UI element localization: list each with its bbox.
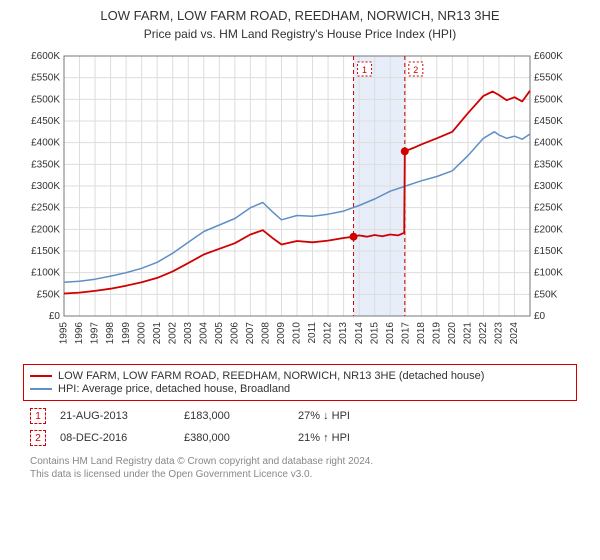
svg-text:2015: 2015 bbox=[369, 322, 380, 345]
svg-text:£600K: £600K bbox=[534, 51, 563, 62]
svg-text:£600K: £600K bbox=[31, 51, 60, 62]
svg-text:1996: 1996 bbox=[74, 322, 85, 345]
sale-delta-2: 21% ↑ HPI bbox=[298, 432, 378, 444]
sale-marker-1: 1 bbox=[30, 408, 46, 424]
svg-text:2023: 2023 bbox=[494, 322, 505, 345]
svg-text:1998: 1998 bbox=[105, 322, 116, 345]
sale-date-2: 08-DEC-2016 bbox=[60, 432, 170, 444]
svg-text:£350K: £350K bbox=[534, 160, 563, 171]
svg-text:£100K: £100K bbox=[534, 268, 563, 279]
svg-text:£50K: £50K bbox=[534, 290, 558, 301]
legend-label-property: LOW FARM, LOW FARM ROAD, REEDHAM, NORWIC… bbox=[58, 370, 484, 382]
svg-text:£250K: £250K bbox=[31, 203, 60, 214]
sale-row-1: 1 21-AUG-2013 £183,000 27% ↓ HPI bbox=[30, 405, 570, 427]
chart-title-line1: LOW FARM, LOW FARM ROAD, REEDHAM, NORWIC… bbox=[0, 8, 600, 25]
svg-text:£550K: £550K bbox=[534, 73, 563, 84]
svg-text:2011: 2011 bbox=[307, 322, 318, 344]
svg-text:£300K: £300K bbox=[31, 181, 60, 192]
svg-text:2008: 2008 bbox=[261, 322, 272, 345]
svg-text:2012: 2012 bbox=[323, 322, 334, 345]
sales-table: 1 21-AUG-2013 £183,000 27% ↓ HPI 2 08-DE… bbox=[30, 405, 570, 449]
footer-line1: Contains HM Land Registry data © Crown c… bbox=[30, 455, 570, 468]
svg-text:2014: 2014 bbox=[354, 322, 365, 345]
svg-text:£150K: £150K bbox=[534, 246, 563, 257]
svg-text:£50K: £50K bbox=[37, 290, 61, 301]
svg-text:£200K: £200K bbox=[31, 225, 60, 236]
svg-text:2000: 2000 bbox=[136, 322, 147, 345]
svg-text:2016: 2016 bbox=[385, 322, 396, 345]
svg-text:2001: 2001 bbox=[152, 322, 163, 345]
svg-text:£500K: £500K bbox=[534, 95, 563, 106]
svg-text:2018: 2018 bbox=[416, 322, 427, 345]
svg-text:1999: 1999 bbox=[121, 322, 132, 345]
svg-text:£0: £0 bbox=[49, 311, 61, 322]
legend-item-property: LOW FARM, LOW FARM ROAD, REEDHAM, NORWIC… bbox=[30, 370, 570, 382]
svg-text:2004: 2004 bbox=[198, 322, 209, 345]
chart-title-block: LOW FARM, LOW FARM ROAD, REEDHAM, NORWIC… bbox=[0, 0, 600, 48]
legend-swatch-property bbox=[30, 375, 52, 377]
svg-text:1995: 1995 bbox=[59, 322, 70, 345]
svg-text:1997: 1997 bbox=[90, 322, 101, 345]
legend-item-hpi: HPI: Average price, detached house, Broa… bbox=[30, 383, 570, 395]
svg-text:£400K: £400K bbox=[534, 138, 563, 149]
sale-marker-2: 2 bbox=[30, 430, 46, 446]
svg-text:2017: 2017 bbox=[400, 322, 411, 345]
svg-text:£100K: £100K bbox=[31, 268, 60, 279]
svg-text:£150K: £150K bbox=[31, 246, 60, 257]
svg-text:2006: 2006 bbox=[230, 322, 241, 345]
svg-text:2024: 2024 bbox=[509, 322, 520, 345]
svg-text:2013: 2013 bbox=[338, 322, 349, 345]
legend-label-hpi: HPI: Average price, detached house, Broa… bbox=[58, 383, 290, 395]
svg-text:2005: 2005 bbox=[214, 322, 225, 345]
svg-text:2007: 2007 bbox=[245, 322, 256, 345]
svg-text:£250K: £250K bbox=[534, 203, 563, 214]
svg-text:2019: 2019 bbox=[431, 322, 442, 345]
sale-price-2: £380,000 bbox=[184, 432, 284, 444]
sale-date-1: 21-AUG-2013 bbox=[60, 410, 170, 422]
svg-text:£550K: £550K bbox=[31, 73, 60, 84]
svg-text:2020: 2020 bbox=[447, 322, 458, 345]
svg-text:£450K: £450K bbox=[534, 116, 563, 127]
svg-text:2003: 2003 bbox=[183, 322, 194, 345]
footer: Contains HM Land Registry data © Crown c… bbox=[30, 455, 570, 481]
svg-text:1: 1 bbox=[362, 65, 367, 75]
chart-container: £0 £0 £50K £50K £100K £100K £150K £150K £200K £20… bbox=[20, 48, 580, 358]
svg-text:2: 2 bbox=[413, 65, 418, 75]
footer-line2: This data is licensed under the Open Gov… bbox=[30, 468, 570, 481]
svg-text:£0: £0 bbox=[534, 311, 546, 322]
chart-title-line2: Price paid vs. HM Land Registry's House … bbox=[0, 27, 600, 43]
svg-text:2002: 2002 bbox=[167, 322, 178, 345]
svg-text:£300K: £300K bbox=[534, 181, 563, 192]
svg-text:2009: 2009 bbox=[276, 322, 287, 345]
svg-text:£200K: £200K bbox=[534, 225, 563, 236]
svg-text:2010: 2010 bbox=[292, 322, 303, 345]
svg-text:2021: 2021 bbox=[463, 322, 474, 345]
svg-text:£400K: £400K bbox=[31, 138, 60, 149]
svg-text:£500K: £500K bbox=[31, 95, 60, 106]
sale-delta-1: 27% ↓ HPI bbox=[298, 410, 378, 422]
svg-text:£450K: £450K bbox=[31, 116, 60, 127]
svg-text:2022: 2022 bbox=[478, 322, 489, 345]
sale-price-1: £183,000 bbox=[184, 410, 284, 422]
sale-row-2: 2 08-DEC-2016 £380,000 21% ↑ HPI bbox=[30, 427, 570, 449]
price-chart: £0 £0 £50K £50K £100K £100K £150K £150K £200K £20… bbox=[20, 48, 580, 358]
legend-swatch-hpi bbox=[30, 388, 52, 390]
legend: LOW FARM, LOW FARM ROAD, REEDHAM, NORWIC… bbox=[23, 364, 577, 401]
svg-text:£350K: £350K bbox=[31, 160, 60, 171]
